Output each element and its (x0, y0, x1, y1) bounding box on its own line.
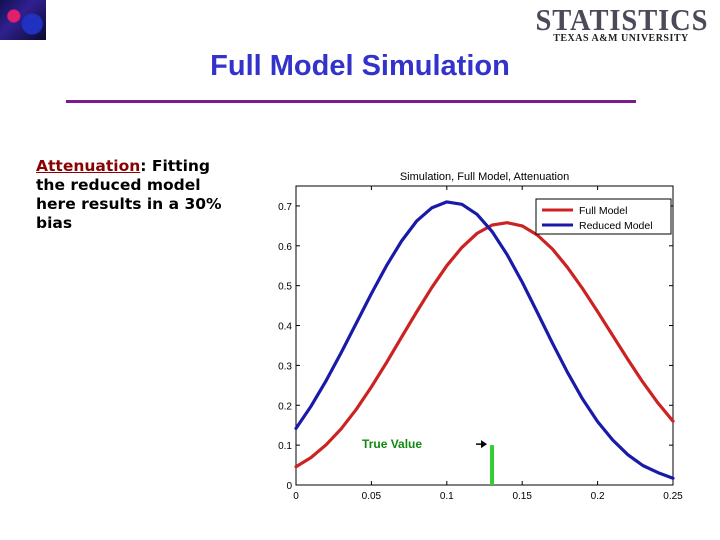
body-rest: : Fitting the reduced model here results… (36, 157, 222, 232)
y-tick-label: 0.1 (278, 441, 292, 452)
series-line-full-model (294, 221, 675, 469)
corner-photo (0, 0, 46, 40)
title-divider (66, 100, 636, 103)
slide-body-text: Attenuation: Fitting the reduced model h… (36, 157, 236, 233)
x-tick-label: 0.15 (512, 491, 532, 502)
legend-label: Full Model (579, 205, 627, 217)
x-tick-label: 0.2 (591, 491, 605, 502)
simulation-chart: Simulation, Full Model, Attenuation 0 0.1 0… (278, 171, 683, 502)
logo-wordmark: STATISTICS (535, 2, 709, 37)
x-tick-label: 0.1 (440, 491, 454, 502)
legend-box (535, 198, 672, 235)
x-tick-label: 0.25 (663, 491, 683, 502)
y-tick-label: 0.6 (278, 242, 292, 253)
y-tick-label: 0.5 (278, 282, 292, 293)
true-value-arrow-head (481, 440, 488, 449)
x-tick-label: 0.05 (362, 491, 382, 502)
slide-title: Full Model Simulation (210, 50, 510, 82)
x-tick-label: 0 (293, 491, 299, 502)
body-keyword: Attenuation (36, 157, 141, 175)
plot-frame (295, 185, 674, 486)
y-tick-label: 0 (286, 481, 292, 492)
true-value-label: True Value (362, 437, 422, 451)
y-tick-label: 0.7 (278, 202, 292, 213)
logo-subtitle: TEXAS A&M UNIVERSITY (553, 33, 689, 44)
legend-label: Reduced Model (579, 220, 653, 232)
series-line-reduced-model (294, 200, 675, 480)
y-tick-label: 0.3 (278, 361, 292, 372)
y-tick-label: 0.2 (278, 401, 292, 412)
university-logo: STATISTICS TEXAS A&M UNIVERSITY (528, 2, 714, 44)
chart-title: Simulation, Full Model, Attenuation (400, 171, 569, 183)
y-tick-label: 0.4 (278, 322, 292, 333)
